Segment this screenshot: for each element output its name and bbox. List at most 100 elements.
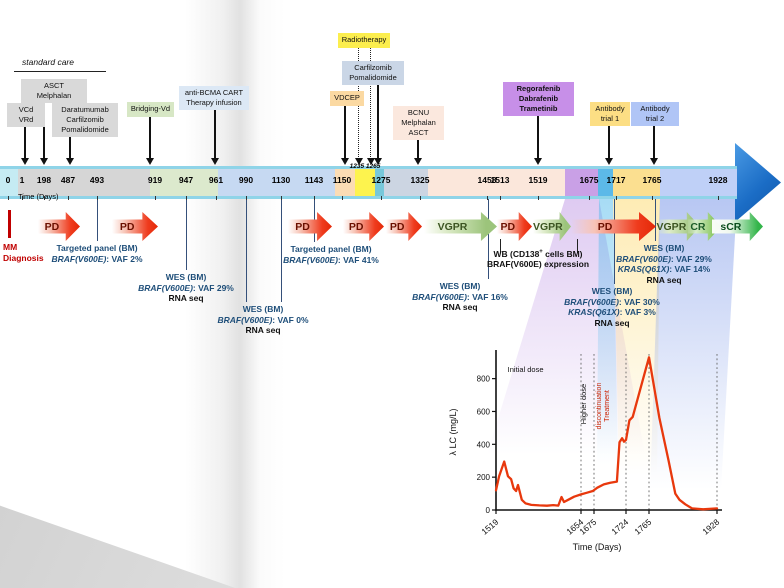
annotation-text: MM (3, 242, 18, 252)
drop-line (614, 199, 616, 284)
head (534, 158, 542, 165)
response-label: PD (348, 220, 364, 233)
treatment-vdcep: VDCEP (330, 91, 364, 106)
stem (69, 135, 71, 159)
annotation-line: MM (3, 242, 44, 253)
standard-care-underline (14, 71, 106, 72)
treatment-line: Dabrafenib (518, 94, 559, 103)
response-label: PD (119, 220, 135, 233)
y-tick-label: 200 (477, 473, 491, 482)
timeline-segment (428, 169, 565, 196)
annotation-text: : VAF 3% (619, 307, 656, 317)
response-label: sCR (720, 220, 742, 233)
annotation-line: Targeted panel (BM) (51, 243, 142, 254)
treatment-line: Daratumumab (61, 105, 109, 114)
annotation-line: RNA seq (616, 275, 712, 286)
treatment-line: Radiotherapy (341, 35, 387, 44)
timeline-tick-1325: 1325 (410, 175, 430, 185)
treatment-line: VRd (18, 115, 34, 124)
treatment-line: VDCEP (334, 93, 360, 102)
annotation-line: BRAF(V600E): VAF 30% (564, 297, 660, 308)
treatment-line: Melphalan (36, 91, 72, 100)
drop-line (281, 199, 283, 302)
annotation-text: : VAF 29% (670, 253, 712, 264)
annotation-wes-day947: WES (BM) BRAF(V600E): VAF 29% RNA seq (138, 272, 234, 304)
treatment-line: Antibody (595, 104, 625, 113)
head (40, 158, 48, 165)
treatment-line: trial 1 (600, 114, 620, 123)
timeline-tick-1458: 1458 (477, 175, 497, 185)
annotation-wes-day990: WES (BM) BRAF(V600E): VAF 0% RNA seq (217, 304, 308, 336)
annotation-text: : VAF 2% (106, 253, 143, 264)
head (146, 158, 154, 165)
annotation-text: : VAF 30% (618, 296, 660, 307)
timeline-tickmark (420, 196, 421, 200)
timeline-tickmark (22, 196, 23, 200)
annotation-line: BRAF(V600E) expression (487, 259, 589, 270)
treatment-antibody-trial-1: Antibody trial 1 (590, 102, 630, 126)
timeline-segment (660, 169, 737, 196)
timeline-tickmark (155, 196, 156, 200)
annotation-wes-day1765: WES (BM) BRAF(V600E): VAF 29% KRAS(Q61X): … (616, 243, 712, 285)
stem (417, 138, 419, 159)
annotation-text: BRAF(V600E) (138, 282, 193, 293)
response-label: PD (597, 220, 613, 233)
timeline-tick-1717: 1717 (606, 175, 626, 185)
stem (43, 101, 45, 159)
timeline-tick-1765: 1765 (642, 175, 662, 185)
response-label: PD (44, 220, 60, 233)
treatment-line: BCNU (407, 108, 430, 117)
treatment-line: Regorafenib (516, 84, 561, 93)
response-label: PD (500, 220, 516, 233)
annotation-mm-diagnosis: MM Diagnosis (3, 242, 44, 263)
timeline-tickmark (97, 196, 98, 200)
annotation-text: : VAF 14% (669, 264, 711, 274)
drop-line (246, 199, 248, 302)
annotation-line: BRAF(V600E): VAF 29% (616, 254, 712, 265)
drop-line (655, 199, 657, 241)
annotation-text: WB (CD138 (493, 248, 540, 259)
annotation-text: : VAF 29% (192, 282, 234, 293)
annotation-line: Targeted panel (BM) (283, 244, 379, 255)
treatment-line: Therapy infusion (186, 98, 242, 107)
timeline-tickmark (538, 196, 539, 200)
x-tick-label: 1765 (632, 517, 653, 537)
timeline-segment (598, 169, 613, 196)
timeline-tick-1513: 1513 (490, 175, 510, 185)
treatment-line: Pomalidomide (61, 125, 109, 134)
timeline-tickmark (314, 196, 315, 200)
band-trial2 (650, 199, 737, 490)
annotation-targeted-panel-day493: Targeted panel (BM) BRAF(V600E): VAF 2% (51, 243, 142, 264)
annotation-text: + (539, 249, 543, 255)
treatment-line: Carfilzomib (66, 115, 104, 124)
annotation-line: WES (BM) (412, 281, 508, 292)
treatment-vcd-vrd: VCd VRd (7, 103, 45, 127)
annotation-text: RNA seq (168, 293, 204, 303)
annotation-text: : VAF 16% (466, 291, 508, 302)
treatment-line: ASCT (43, 81, 64, 90)
treatment-anti-bcma-cart: anti-BCMA CART Therapy infusion (179, 86, 249, 110)
annotation-line: KRAS(Q61X): VAF 14% (616, 264, 712, 275)
stem (608, 126, 610, 159)
timeline-tick-0: 0 (5, 175, 11, 185)
timeline-segment (0, 169, 18, 196)
annotation-text: WES (BM) (643, 243, 685, 253)
timeline-tickmark (8, 196, 9, 200)
chart-ylabel: λ LC (mg/L) (448, 408, 458, 455)
treatment-line: Antibody (640, 104, 670, 113)
annotation-line: WES (BM) (564, 286, 660, 297)
lambda-lc-series (494, 356, 719, 511)
treatment-line: trial 2 (645, 114, 665, 123)
timeline-tickmark (44, 196, 45, 200)
drop-line (97, 199, 99, 241)
timeline-segment (384, 169, 428, 196)
timeline-segment (18, 169, 150, 196)
timeline-tick-198: 198 (36, 175, 52, 185)
annotation-text: BRAF(V600E) (564, 296, 619, 307)
treatment-line: Bridging-Vd (130, 104, 171, 113)
treatment-antibody-trial-2: Antibody trial 2 (631, 102, 679, 126)
timeline-tick-1130: 1130 (271, 175, 291, 185)
stem (377, 83, 379, 159)
chart-annotation: discontinuation (596, 383, 603, 430)
